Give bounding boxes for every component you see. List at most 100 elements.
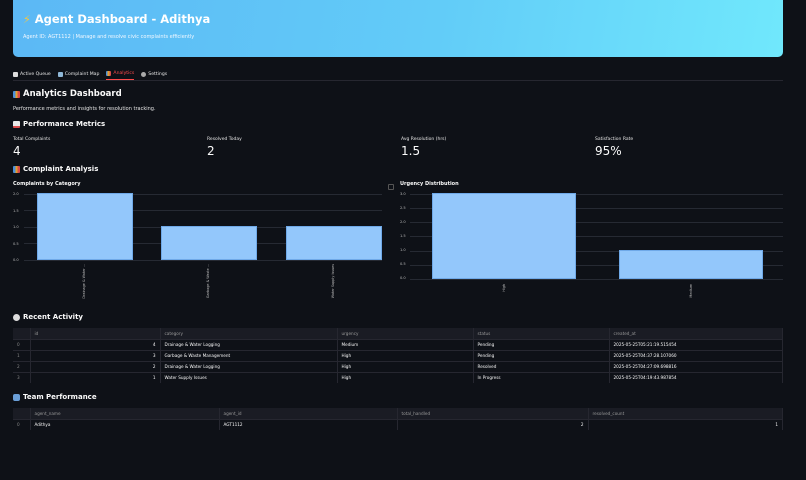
column-header[interactable]	[13, 408, 31, 419]
cell-urgency[interactable]: Medium	[337, 338, 474, 350]
cell-urgency[interactable]: High	[337, 349, 474, 361]
fullscreen-button[interactable]	[388, 184, 394, 190]
tab-bar: Active Queue Complaint Map Analytics Set…	[13, 68, 783, 81]
row-index: 3	[13, 371, 31, 383]
bar-chart-icon	[13, 90, 20, 98]
cell-created-at[interactable]: 2025-05-25T04:27:09.698816	[609, 360, 783, 372]
y-tick: 1.5	[13, 209, 19, 213]
metric-value: 4	[13, 144, 21, 158]
metric-label: Total Complaints	[13, 137, 51, 142]
bar-medium[interactable]	[619, 250, 763, 279]
column-header-category[interactable]: category	[160, 328, 338, 339]
cell-created-at[interactable]: 2025-05-25T04:37:28.107060	[609, 349, 783, 361]
bar-chart-icon	[106, 71, 112, 76]
cell-urgency[interactable]: High	[337, 371, 474, 383]
chart-title-urgency: Urgency Distribution	[400, 181, 459, 187]
cell-category[interactable]: Water Supply Issues	[160, 371, 338, 383]
cell-status[interactable]: In Progress	[473, 371, 610, 383]
page-title-text: Agent Dashboard - Adithya	[34, 12, 211, 26]
cell-agent-id[interactable]: AGT1112	[219, 418, 398, 430]
column-header-created-at[interactable]: created_at	[609, 328, 783, 339]
metric-satisfaction-rate: Satisfaction Rate 95%	[595, 137, 633, 158]
row-index: 0	[13, 338, 31, 350]
row-index: 1	[13, 349, 31, 361]
metric-value: 95%	[595, 144, 622, 158]
bar-water-supply[interactable]	[286, 226, 382, 260]
complaint-analysis-heading: Complaint Analysis	[13, 165, 98, 173]
heading-text: Team Performance	[23, 393, 97, 401]
bar-high[interactable]	[432, 193, 576, 279]
header-subtitle: Agent ID: AGT1112 | Manage and resolve c…	[23, 34, 195, 40]
table-header-row: id category urgency status created_at	[13, 328, 783, 339]
page-title: ⚡ Agent Dashboard - Adithya	[23, 12, 210, 26]
tab-settings[interactable]: Settings	[141, 68, 167, 80]
row-index: 0	[13, 418, 31, 430]
analytics-description: Performance metrics and insights for res…	[13, 106, 156, 112]
cell-category[interactable]: Garbage & Waste Management	[160, 349, 338, 361]
cell-agent-name[interactable]: Adithya	[30, 418, 220, 430]
column-header-resolved-count[interactable]: resolved_count	[588, 408, 783, 419]
table-row[interactable]: 3 1 Water Supply Issues High In Progress…	[13, 371, 783, 383]
y-tick: 2.0	[400, 220, 406, 224]
cell-category[interactable]: Drainage & Water Logging	[160, 338, 338, 350]
category-bar-chart	[24, 193, 382, 261]
x-tick: Water Supply Issues	[331, 264, 335, 299]
tab-label: Active Queue	[20, 71, 51, 77]
recent-activity-table[interactable]: id category urgency status created_at 0 …	[13, 328, 783, 383]
y-tick: 0.0	[13, 258, 19, 262]
tab-label: Complaint Map	[64, 71, 100, 77]
performance-heading: Performance Metrics	[13, 120, 105, 128]
cell-status[interactable]: Pending	[473, 338, 610, 350]
cell-urgency[interactable]: High	[337, 360, 474, 372]
chart-title-category: Complaints by Category	[13, 181, 81, 187]
cell-id[interactable]: 3	[30, 349, 161, 361]
table-row[interactable]: 0 4 Drainage & Water Logging Medium Pend…	[13, 338, 783, 350]
y-tick: 0.5	[400, 262, 406, 266]
table-row[interactable]: 0 Adithya AGT1112 2 1	[13, 418, 783, 430]
cell-created-at[interactable]: 2025-05-25T04:19:43.987854	[609, 371, 783, 383]
cell-total-handled[interactable]: 2	[397, 418, 589, 430]
tab-analytics[interactable]: Analytics	[106, 68, 135, 80]
metric-resolved-today: Resolved Today 2	[207, 137, 242, 158]
column-header-total-handled[interactable]: total_handled	[397, 408, 589, 419]
cell-id[interactable]: 2	[30, 360, 161, 372]
heading-text: Recent Activity	[23, 313, 83, 321]
team-performance-table[interactable]: agent_name agent_id total_handled resolv…	[13, 408, 783, 430]
people-icon	[13, 393, 20, 401]
tab-label: Analytics	[113, 71, 135, 76]
column-header-agent-id[interactable]: agent_id	[219, 408, 398, 419]
bar-chart-icon	[13, 165, 20, 173]
metric-total-complaints: Total Complaints 4	[13, 137, 50, 158]
cell-category[interactable]: Drainage & Water Logging	[160, 360, 338, 372]
column-header-status[interactable]: status	[473, 328, 610, 339]
y-tick: 0.5	[13, 242, 19, 246]
table-header-row: agent_name agent_id total_handled resolv…	[13, 408, 783, 419]
y-tick: 2.5	[400, 206, 406, 210]
column-header[interactable]	[13, 328, 31, 339]
team-performance-heading: Team Performance	[13, 393, 97, 401]
tab-complaint-map[interactable]: Complaint Map	[57, 68, 100, 80]
cell-status[interactable]: Resolved	[473, 360, 610, 372]
metric-avg-resolution: Avg Resolution (hrs) 1.5	[401, 137, 446, 158]
urgency-bar-chart	[410, 193, 783, 280]
table-row[interactable]: 2 2 Drainage & Water Logging High Resolv…	[13, 360, 783, 372]
tab-active-queue[interactable]: Active Queue	[13, 68, 51, 80]
metric-label: Resolved Today	[207, 137, 242, 142]
cell-id[interactable]: 4	[30, 338, 161, 350]
metric-label: Satisfaction Rate	[595, 137, 634, 142]
cell-created-at[interactable]: 2025-05-25T05:21:19.515454	[609, 338, 783, 350]
bar-garbage[interactable]	[161, 226, 257, 260]
y-tick: 1.5	[400, 234, 406, 238]
column-header-urgency[interactable]: urgency	[337, 328, 474, 339]
gear-icon	[141, 71, 147, 77]
metric-label: Avg Resolution (hrs)	[401, 137, 447, 142]
cell-resolved-count[interactable]: 1	[588, 418, 783, 430]
column-header-agent-name[interactable]: agent_name	[30, 408, 220, 419]
line-chart-icon	[13, 120, 20, 128]
x-tick: Medium	[689, 284, 693, 298]
column-header-id[interactable]: id	[30, 328, 161, 339]
cell-status[interactable]: Pending	[473, 349, 610, 361]
table-row[interactable]: 1 3 Garbage & Waste Management High Pend…	[13, 349, 783, 361]
bar-drainage[interactable]	[37, 193, 133, 260]
cell-id[interactable]: 1	[30, 371, 161, 383]
